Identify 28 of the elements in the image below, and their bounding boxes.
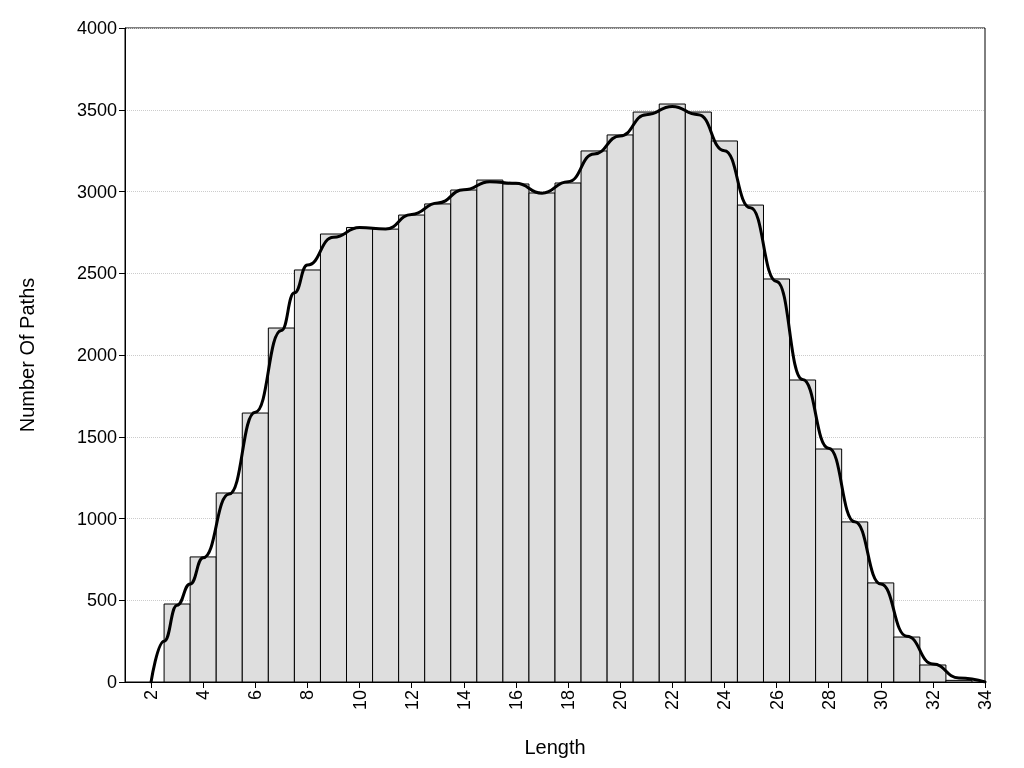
x-tick-label: 12 <box>401 690 422 711</box>
y-tick-label: 2500 <box>76 263 117 284</box>
x-tick-label: 32 <box>922 690 943 711</box>
x-axis-title: Length <box>524 736 586 758</box>
x-tick-label: 14 <box>453 690 474 711</box>
y-tick-label: 500 <box>86 590 117 611</box>
y-axis-title: Number Of Paths <box>16 277 38 433</box>
x-tick-label: 10 <box>349 690 370 711</box>
x-tick-label: 8 <box>297 690 318 701</box>
x-tick-label: 4 <box>193 690 214 701</box>
x-tick-label: 34 <box>975 690 995 711</box>
x-tick-label: 22 <box>662 690 683 711</box>
y-tick-label: 0 <box>106 672 117 692</box>
x-tick-label: 18 <box>558 690 579 711</box>
y-tick-label: 4000 <box>76 18 117 38</box>
x-tick-label: 16 <box>505 690 526 711</box>
x-tick-label: 2 <box>141 690 162 701</box>
x-tick-label: 30 <box>870 690 891 711</box>
x-tick-label: 6 <box>245 690 266 701</box>
y-tick-label: 3500 <box>76 99 117 120</box>
x-tick-label: 20 <box>610 690 631 711</box>
y-tick-label: 3000 <box>76 181 117 202</box>
y-tick-label: 1000 <box>76 508 117 529</box>
y-tick-label: 2000 <box>76 345 117 365</box>
y-tick-label: 1500 <box>76 426 117 447</box>
x-tick-label: 24 <box>714 690 735 711</box>
x-tick-label: 28 <box>818 690 839 711</box>
x-tick-label: 26 <box>766 690 787 711</box>
